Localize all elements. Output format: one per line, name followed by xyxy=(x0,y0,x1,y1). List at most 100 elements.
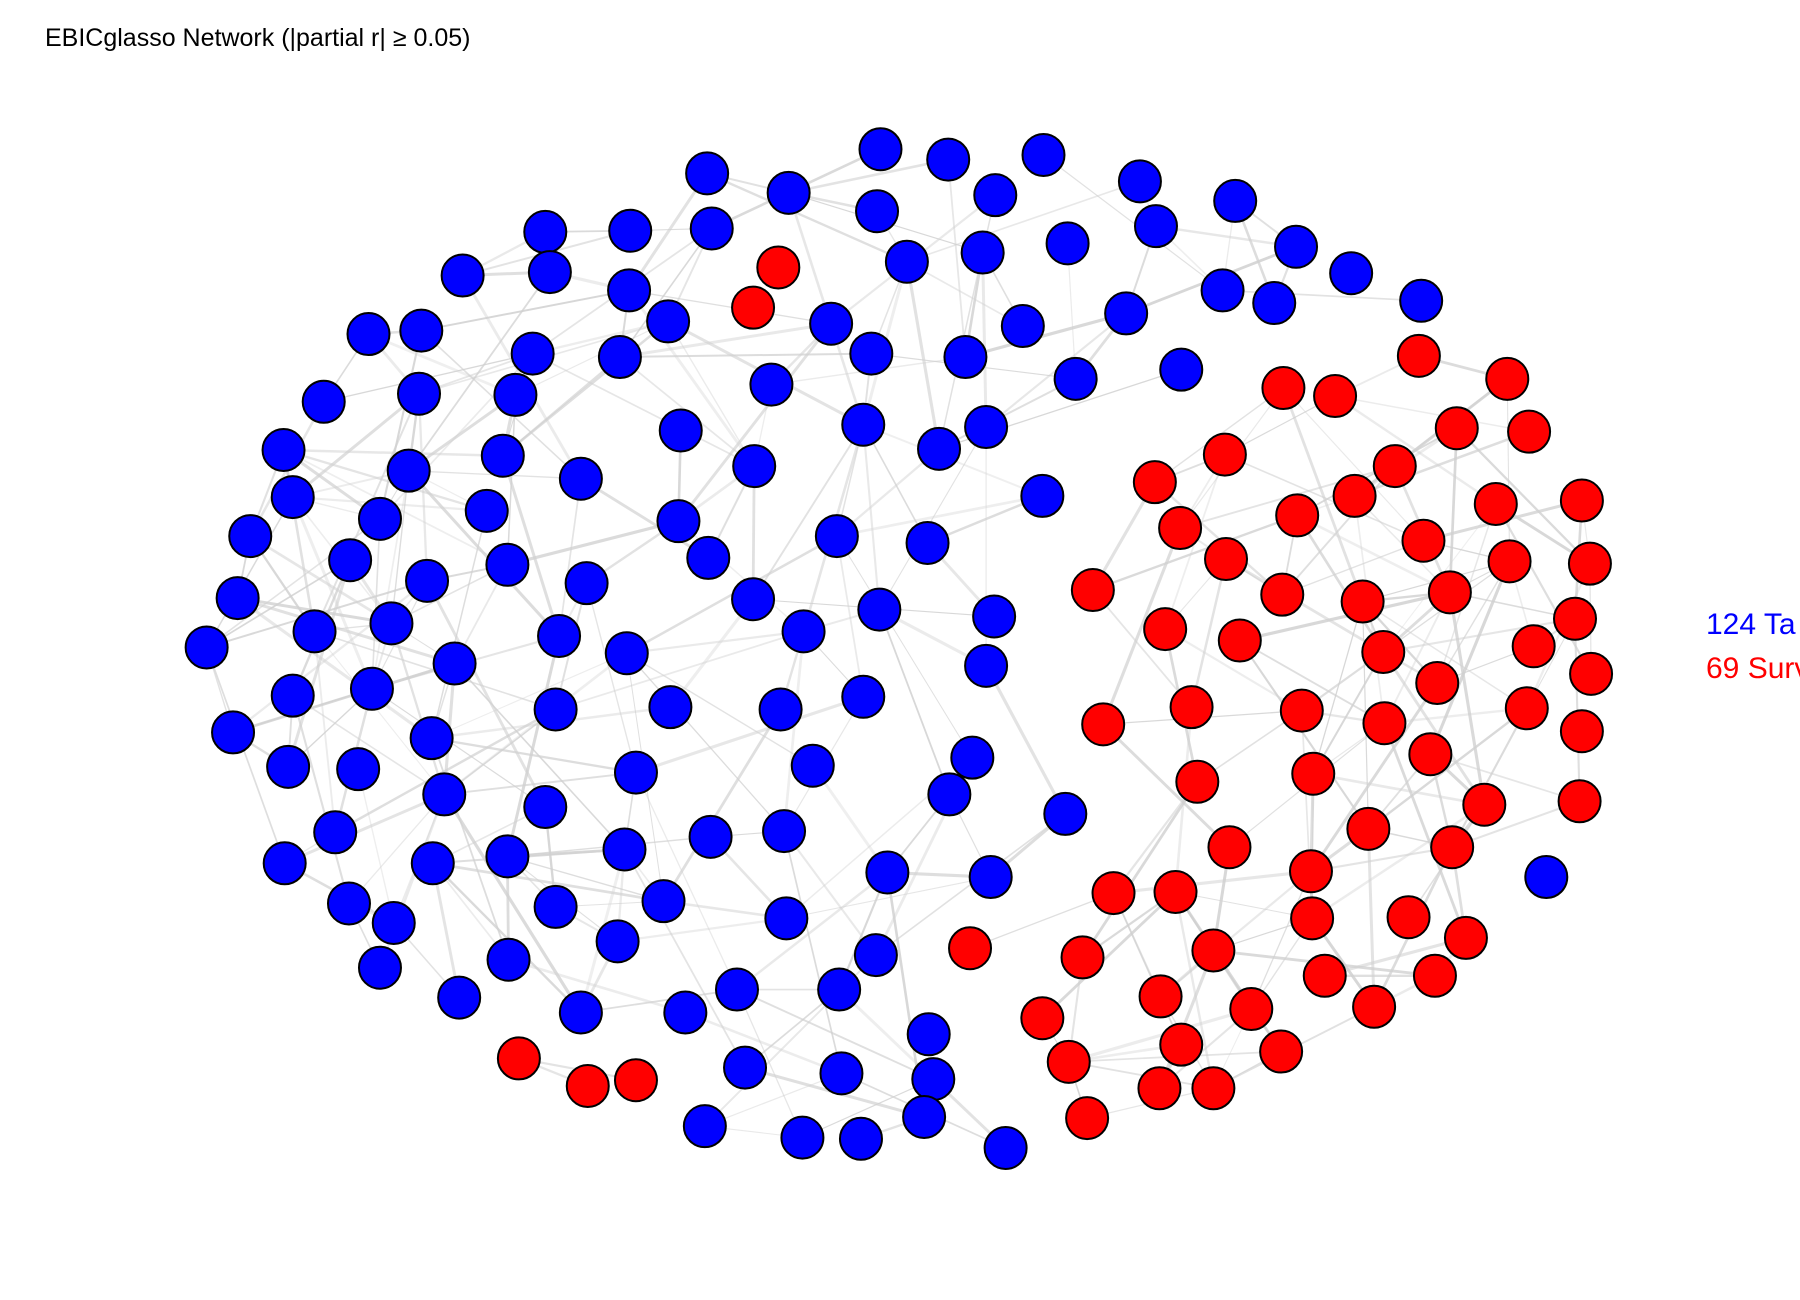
node-blue xyxy=(608,208,653,253)
edge xyxy=(1383,591,1451,724)
edge xyxy=(291,496,374,690)
edge xyxy=(407,271,551,472)
edge xyxy=(1113,869,1312,895)
node-blue xyxy=(926,137,971,182)
node-blue xyxy=(685,151,730,196)
edge xyxy=(505,635,561,857)
edge xyxy=(1506,378,1511,562)
node-blue xyxy=(493,372,538,417)
edge xyxy=(1282,387,1364,603)
edge xyxy=(752,424,865,600)
edge xyxy=(1309,682,1439,873)
edge xyxy=(1239,590,1451,643)
node-blue xyxy=(510,331,555,376)
chart-title: EBICglasso Network (|partial r| ≥ 0.05) xyxy=(45,24,471,52)
edge xyxy=(1354,430,1530,498)
edge xyxy=(835,535,865,697)
edge xyxy=(1311,803,1485,920)
node-red xyxy=(1361,630,1406,675)
node-blue xyxy=(422,772,467,817)
edge xyxy=(1281,465,1396,596)
node-red xyxy=(1511,624,1556,669)
node-blue xyxy=(399,308,444,353)
edge xyxy=(626,652,785,832)
node-blue xyxy=(917,426,962,471)
edge xyxy=(836,535,973,758)
node-red xyxy=(1557,779,1602,824)
edge xyxy=(1222,289,1422,302)
edge xyxy=(1313,772,1485,807)
node-red xyxy=(1138,974,1183,1019)
node-red xyxy=(1430,825,1475,870)
node-blue xyxy=(658,408,703,453)
node-blue xyxy=(564,561,609,606)
node-red xyxy=(1567,541,1612,586)
edge xyxy=(237,596,456,665)
node-blue xyxy=(349,666,394,711)
node-red xyxy=(1340,579,1385,624)
edge xyxy=(981,252,988,428)
edge xyxy=(205,496,294,648)
node-red xyxy=(1279,688,1324,733)
node-blue xyxy=(328,538,373,583)
node-blue xyxy=(781,609,826,654)
edge xyxy=(432,861,664,903)
edge xyxy=(291,695,350,904)
node-blue xyxy=(409,716,454,761)
edge xyxy=(1384,707,1527,725)
node-blue xyxy=(960,230,1005,275)
node-blue xyxy=(437,975,482,1020)
edge xyxy=(334,708,557,834)
node-blue xyxy=(533,884,578,929)
edge xyxy=(617,917,787,943)
edge xyxy=(425,580,547,808)
node-red xyxy=(1070,568,1115,613)
node-red xyxy=(756,245,801,290)
edge xyxy=(1448,428,1459,593)
node-red xyxy=(1559,709,1604,754)
edge xyxy=(1296,514,1385,653)
edge xyxy=(1310,846,1453,873)
node-red xyxy=(1569,651,1614,696)
edge xyxy=(878,609,951,795)
node-blue xyxy=(266,744,311,789)
edge xyxy=(782,631,805,832)
node-red xyxy=(1153,869,1198,914)
edge xyxy=(1448,592,1486,805)
node-red xyxy=(1302,953,1347,998)
edge xyxy=(635,772,738,990)
node-blue xyxy=(809,301,854,346)
node-blue xyxy=(1043,791,1088,836)
edge xyxy=(371,518,381,689)
node-red xyxy=(1261,366,1306,411)
node-blue xyxy=(523,785,568,830)
edge xyxy=(371,688,546,808)
node-blue xyxy=(1133,204,1178,249)
edge xyxy=(236,596,433,740)
node-blue xyxy=(602,827,647,872)
edge xyxy=(1239,639,1385,724)
node-blue xyxy=(1213,178,1258,223)
edge xyxy=(836,494,1043,538)
edge xyxy=(635,695,864,775)
edge xyxy=(1312,601,1364,774)
edge xyxy=(507,519,679,567)
node-blue xyxy=(410,841,455,886)
node-red xyxy=(1412,953,1457,998)
node-blue xyxy=(397,371,442,416)
edge xyxy=(367,332,516,397)
edge xyxy=(1382,651,1486,806)
node-blue xyxy=(964,643,1009,688)
edge xyxy=(555,630,804,711)
edge xyxy=(1112,892,1183,1045)
node-red xyxy=(565,1063,610,1108)
edge xyxy=(627,172,709,292)
node-red xyxy=(1259,1029,1304,1074)
node-red xyxy=(1081,702,1126,747)
edge xyxy=(1430,753,1580,803)
node-blue xyxy=(865,850,910,895)
node-red xyxy=(1207,825,1252,870)
node-blue xyxy=(464,488,509,533)
edge xyxy=(704,1072,842,1127)
edge xyxy=(1312,651,1385,775)
